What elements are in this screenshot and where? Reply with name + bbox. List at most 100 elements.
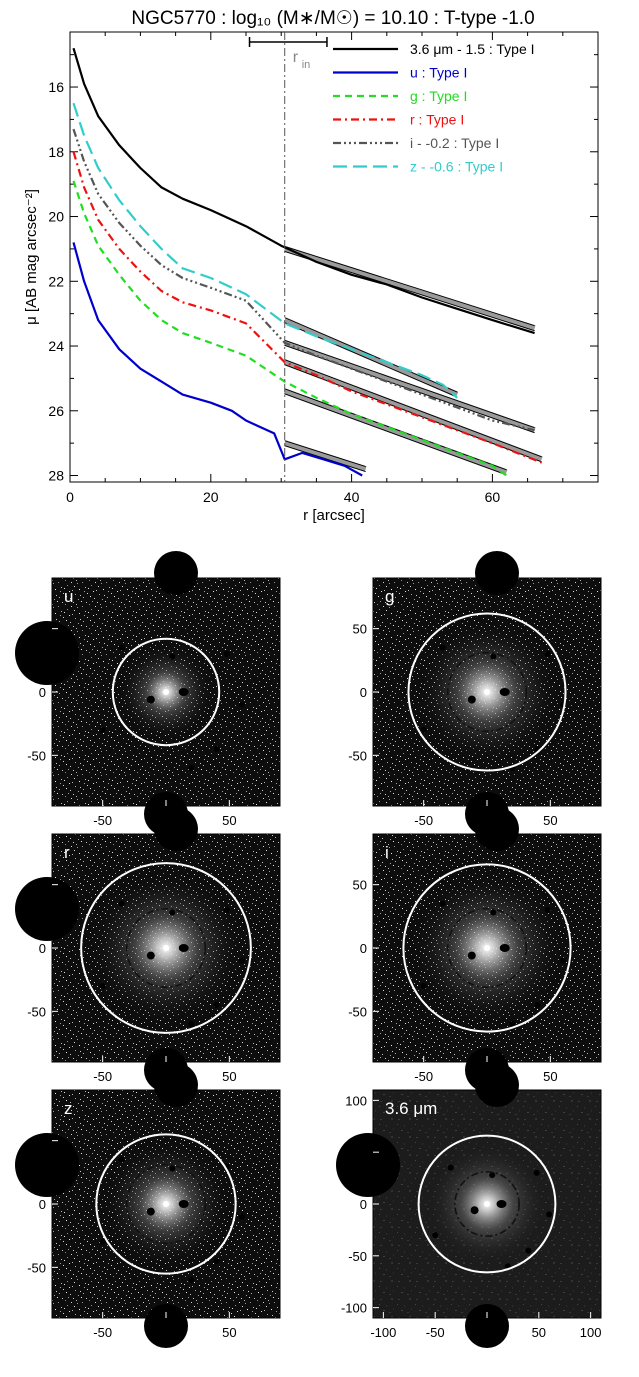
galaxy-core bbox=[484, 1201, 490, 1207]
panel-x-tick-label: 50 bbox=[222, 813, 236, 828]
plot-frame bbox=[69, 31, 599, 483]
x-tick-label-0: 0 bbox=[66, 489, 74, 505]
masked-star bbox=[188, 765, 195, 771]
masked-star bbox=[223, 651, 230, 657]
masked-star bbox=[146, 951, 155, 960]
mask-blob bbox=[154, 1063, 198, 1107]
masked-star bbox=[188, 1021, 195, 1027]
masked-star bbox=[490, 653, 497, 660]
panel-label: u bbox=[64, 587, 73, 606]
masked-star bbox=[99, 727, 106, 733]
mask-blob bbox=[15, 877, 79, 941]
x-axis-label: r [arcsec] bbox=[303, 507, 365, 524]
y-tick-label-2: 20 bbox=[48, 209, 64, 225]
masked-star bbox=[499, 688, 510, 696]
x-tick-label-1: 20 bbox=[203, 489, 219, 505]
galaxy-core bbox=[163, 1201, 169, 1207]
masked-star bbox=[504, 1263, 511, 1270]
profile-series bbox=[72, 47, 543, 477]
masked-star bbox=[178, 944, 189, 952]
panel-y-tick-label: 100 bbox=[345, 1093, 367, 1108]
panel-y-tick-label: 50 bbox=[353, 622, 367, 637]
panel-x-tick-label: 50 bbox=[222, 1325, 236, 1340]
masked-star bbox=[489, 1171, 496, 1178]
image-panels: u -50 0 50 50 0 -50 g -50 0 50 50 0 -50 r -50 0 50 50 0 -50 i… bbox=[15, 551, 602, 1348]
masked-star bbox=[169, 909, 176, 916]
masked-star bbox=[470, 1206, 479, 1215]
legend-label-0: 3.6 μm - 1.5 : Type I bbox=[410, 41, 535, 57]
masked-star bbox=[169, 1165, 176, 1172]
panel-y-tick-label: 0 bbox=[39, 941, 46, 956]
panel-y-tick-label: -50 bbox=[27, 1260, 46, 1275]
panel-x-tick-label: 50 bbox=[543, 1069, 557, 1084]
masked-star bbox=[467, 695, 476, 704]
masked-star bbox=[499, 944, 510, 952]
masked-star bbox=[420, 727, 427, 733]
fit-band-0 bbox=[283, 246, 536, 332]
series-line-1 bbox=[72, 242, 363, 477]
mask-blob bbox=[154, 551, 198, 595]
x-tick-label-2: 40 bbox=[344, 489, 360, 505]
panel-y-tick-label: 50 bbox=[353, 878, 367, 893]
masked-star bbox=[118, 1156, 125, 1163]
image-panel-4: z -50 0 50 50 0 -50 bbox=[15, 1063, 281, 1348]
legend-label-4: i - -0.2 : Type I bbox=[410, 135, 499, 151]
r-in-subscript: in bbox=[302, 59, 311, 71]
mask-blob bbox=[15, 621, 79, 685]
masked-star bbox=[467, 951, 476, 960]
masked-star bbox=[420, 983, 427, 989]
y-tick-label-6: 28 bbox=[48, 468, 64, 484]
fit-line-upper-5 bbox=[284, 317, 458, 393]
mask-blob bbox=[475, 807, 519, 851]
panel-y-tick-label: -50 bbox=[348, 1249, 367, 1264]
series-line-4 bbox=[72, 128, 535, 432]
panel-x-tick-label: -50 bbox=[93, 813, 112, 828]
panel-x-tick-label: -50 bbox=[93, 1069, 112, 1084]
fit-line-lower-1 bbox=[284, 445, 366, 472]
masked-star bbox=[239, 1213, 245, 1220]
mask-blob bbox=[154, 807, 198, 851]
legend-label-1: u : Type I bbox=[410, 65, 467, 81]
y-tick-label-3: 22 bbox=[48, 273, 64, 289]
galaxy-core bbox=[163, 945, 169, 951]
masked-star bbox=[432, 1232, 439, 1239]
masked-star bbox=[447, 1164, 454, 1171]
mask-blob bbox=[336, 1133, 400, 1197]
fit-band-3 bbox=[283, 359, 543, 463]
legend: 3.6 μm - 1.5 : Type I u : Type I g : Type … bbox=[333, 41, 535, 175]
masked-star bbox=[534, 1002, 541, 1008]
panel-x-tick-label: 50 bbox=[222, 1069, 236, 1084]
masked-star bbox=[99, 983, 106, 989]
panel-y-tick-label: 0 bbox=[39, 685, 46, 700]
masked-star bbox=[169, 653, 176, 660]
profile-plot: 0 20 40 60 16 18 20 22 24 26 28 r in 3.6 μm - 1.5 :… bbox=[48, 31, 599, 505]
panel-label: r bbox=[64, 843, 70, 862]
inner-radius-circle bbox=[446, 651, 528, 733]
outer-radius-circle bbox=[417, 1134, 557, 1274]
masked-star bbox=[560, 957, 566, 964]
r-in-label: r bbox=[293, 49, 299, 66]
masked-star bbox=[146, 1207, 155, 1216]
fit-line-upper-4 bbox=[284, 339, 535, 429]
panel-x-tick-label: -100 bbox=[370, 1325, 396, 1340]
panel-x-tick-label: -50 bbox=[426, 1325, 445, 1340]
outer-radius-circle bbox=[111, 637, 221, 747]
fit-lines bbox=[283, 245, 543, 476]
panel-x-tick-label: -50 bbox=[414, 1069, 433, 1084]
outer-radius-circle bbox=[95, 1133, 237, 1275]
mask-blob bbox=[144, 1304, 188, 1348]
fit-line-upper-0 bbox=[284, 245, 535, 327]
panel-y-tick-label: 50 bbox=[32, 878, 46, 893]
masked-star bbox=[525, 1247, 532, 1254]
masked-star bbox=[546, 1211, 553, 1218]
y-tick-label-4: 24 bbox=[48, 338, 64, 354]
mask-blob bbox=[465, 1304, 509, 1348]
panel-y-tick-label: 50 bbox=[353, 1145, 367, 1160]
fit-band-1 bbox=[283, 440, 367, 472]
galaxy-core bbox=[484, 945, 490, 951]
fit-line-upper-1 bbox=[284, 440, 366, 467]
panel-x-tick-label: 100 bbox=[580, 1325, 602, 1340]
